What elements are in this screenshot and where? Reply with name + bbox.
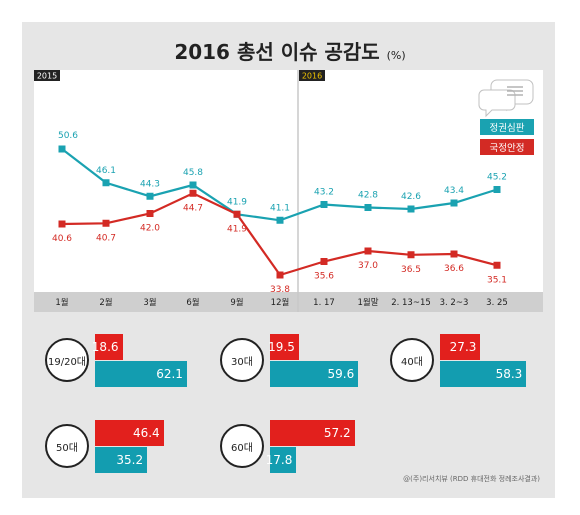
data-point: [146, 210, 154, 217]
chart-title: 2016 총선 이슈 공감도 (%): [174, 40, 406, 64]
data-label: 44.7: [183, 203, 203, 213]
source-footnote: @(주)리서치뷰 (RDD 휴대전화 정례조사결과): [403, 475, 540, 483]
legend-teal-box: [480, 119, 534, 135]
bar-teal-label: 59.6: [327, 367, 355, 381]
year-label-2016: 2016: [302, 72, 322, 81]
data-point: [146, 192, 154, 200]
data-point: [233, 210, 241, 218]
bar-red: [270, 334, 299, 360]
bar-teal: [270, 361, 359, 387]
data-point: [276, 216, 284, 224]
bar-red-label: 18.6: [91, 340, 119, 354]
bar-teal: [270, 447, 297, 473]
x-tick-label: 6월: [186, 297, 199, 308]
data-point: [102, 179, 110, 187]
data-point: [102, 219, 110, 227]
data-label: 35.6: [314, 272, 334, 282]
data-label: 43.2: [314, 188, 334, 198]
x-tick-label: 9월: [230, 297, 243, 308]
data-label: 36.5: [401, 265, 421, 275]
data-point: [450, 199, 458, 207]
bar-teal: [95, 361, 187, 387]
data-label: 35.1: [487, 275, 507, 285]
bar-teal: [95, 447, 148, 473]
age-circle-label: 30대: [220, 338, 264, 382]
bar-red-label: 19.5: [268, 340, 295, 354]
bar-teal-label: 62.1: [156, 367, 183, 381]
data-point: [320, 201, 328, 208]
data-point: [189, 189, 197, 197]
legend-red-box: [480, 139, 534, 155]
x-tick-label: 12월: [271, 297, 290, 308]
data-point: [493, 186, 501, 193]
x-tick-label: 3. 2~3: [440, 298, 469, 308]
x-tick-label: 3. 25: [486, 298, 508, 308]
data-point: [493, 261, 501, 269]
age-circle-label: 19/20대: [45, 338, 89, 382]
data-label: 37.0: [358, 261, 378, 271]
x-tick-label: 1월말: [357, 297, 378, 308]
x-tick-label: 1. 17: [313, 298, 335, 308]
data-point: [407, 205, 415, 213]
bar-red: [95, 334, 123, 360]
data-label: 41.1: [270, 203, 290, 213]
data-label: 42.0: [140, 224, 160, 234]
data-point: [364, 204, 372, 211]
x-tick-label: 3월: [143, 297, 156, 308]
age-circle-label: 60대: [220, 424, 264, 468]
data-point: [58, 220, 66, 228]
data-label: 33.8: [270, 285, 290, 295]
bar-red: [440, 334, 481, 360]
bar-red-label: 46.4: [132, 426, 160, 440]
data-label: 40.6: [52, 234, 72, 244]
year-label-2015: 2015: [37, 72, 57, 81]
data-label: 44.3: [140, 179, 160, 189]
data-label: 46.1: [96, 166, 116, 176]
data-label: 41.9: [227, 197, 247, 207]
bar-teal: [440, 361, 527, 387]
age-circle-label: 50대: [45, 424, 89, 468]
x-tick-label: 2월: [99, 297, 112, 308]
data-label: 40.7: [96, 233, 116, 243]
data-label: 42.8: [358, 191, 378, 201]
bar-teal-label: 58.3: [495, 367, 523, 381]
data-label: 45.8: [183, 168, 203, 178]
data-point: [276, 271, 284, 279]
legend-red-label: 국정안정: [490, 143, 525, 154]
bar-teal-label: 35.2: [116, 453, 144, 467]
bar-red: [270, 420, 355, 446]
age-circle-label: 40대: [390, 338, 434, 382]
bar-red-label: 27.3: [449, 340, 477, 354]
data-label: 41.9: [227, 224, 247, 234]
x-tick-label: 2. 13~15: [391, 298, 431, 308]
data-label: 43.4: [444, 186, 464, 196]
bar-red-label: 57.2: [323, 426, 351, 440]
data-label: 45.2: [487, 173, 507, 183]
data-point: [407, 251, 415, 259]
x-tick-label: 1월: [55, 297, 68, 308]
data-label: 36.6: [444, 264, 464, 274]
data-point: [320, 258, 328, 265]
chat-bubble-icon: [478, 79, 534, 118]
bar-red: [95, 420, 164, 446]
legend-teal-label: 정권심판: [490, 122, 525, 134]
data-label: 50.6: [58, 131, 78, 141]
data-point: [58, 145, 66, 153]
data-label: 42.6: [401, 192, 421, 202]
data-point: [189, 181, 197, 189]
data-point: [364, 247, 372, 255]
data-point: [450, 250, 458, 258]
bar-teal-label: 17.8: [265, 453, 293, 467]
